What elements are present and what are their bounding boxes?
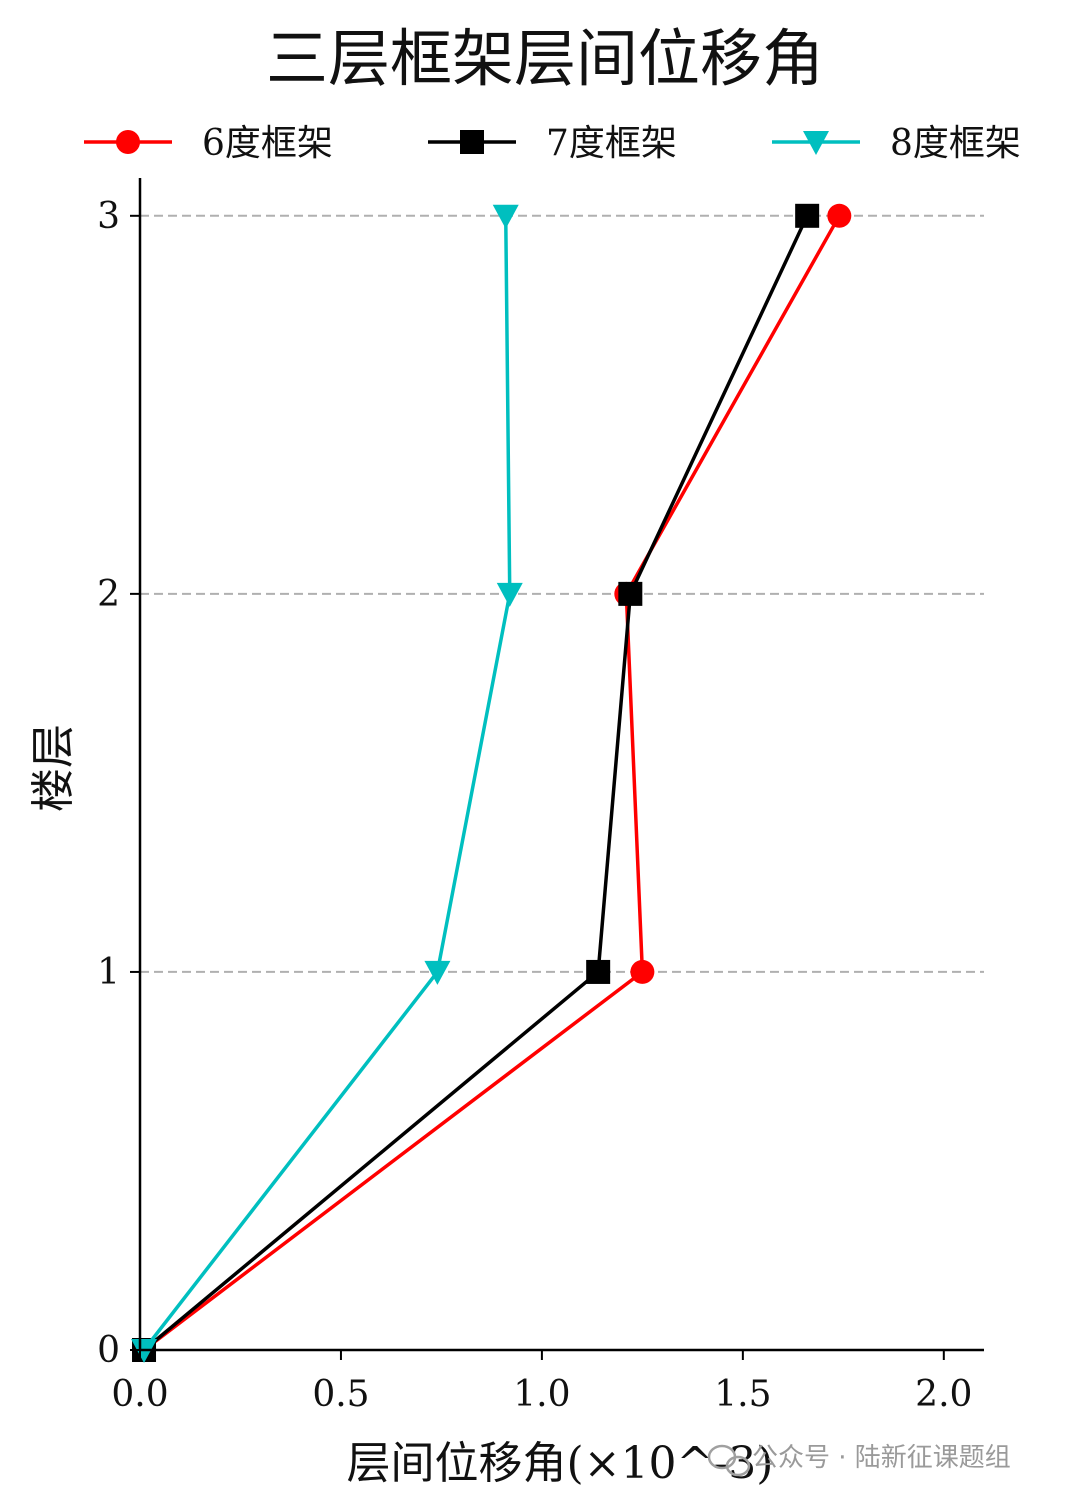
y-ticks: 0 1 2 3 xyxy=(97,196,140,1371)
x-tick-label: 2.0 xyxy=(915,1374,972,1415)
data-point-marker xyxy=(827,203,852,228)
grid-lines xyxy=(140,214,984,973)
y-tick-label: 0 xyxy=(97,1330,120,1371)
series-6-group xyxy=(132,203,852,1362)
data-point-marker xyxy=(586,959,611,984)
x-tick-label: 0.5 xyxy=(312,1374,369,1415)
x-ticks: 0.0 0.5 1.0 1.5 2.0 xyxy=(111,1350,972,1415)
watermark: 公众号 · 陆新征课题组 xyxy=(707,1443,1011,1477)
data-point-marker xyxy=(492,204,519,229)
x-tick-label: 0.0 xyxy=(111,1374,168,1415)
legend-label: 6度框架 xyxy=(202,123,333,164)
legend-item: 8度框架 xyxy=(772,123,1021,164)
series-8-group xyxy=(131,204,523,1363)
data-point-marker xyxy=(424,960,451,985)
y-tick-label: 3 xyxy=(97,196,120,237)
legend-marker xyxy=(803,131,829,155)
legend-item: 7度框架 xyxy=(428,123,677,164)
y-tick-label: 2 xyxy=(97,574,120,615)
series-line xyxy=(142,214,841,1352)
data-point-marker xyxy=(618,581,643,606)
x-axis-label: 层间位移角(×10^-3) xyxy=(347,1438,774,1489)
series-7-group xyxy=(132,203,820,1362)
legend-marker xyxy=(116,130,140,154)
y-tick-label: 1 xyxy=(97,952,120,993)
legend: 6度框架 7度框架 8度框架 xyxy=(84,123,1021,164)
series-layer xyxy=(131,203,852,1363)
x-tick-label: 1.5 xyxy=(714,1374,771,1415)
legend-item: 6度框架 xyxy=(84,123,333,164)
legend-marker xyxy=(460,130,484,154)
series-line xyxy=(142,215,809,1352)
x-tick-label: 1.0 xyxy=(513,1374,570,1415)
axes xyxy=(138,178,984,1352)
wechat-icon xyxy=(707,1444,751,1477)
y-axis-label: 楼层 xyxy=(28,724,79,812)
chart-title: 三层框架层间位移角 xyxy=(266,22,824,95)
watermark-text: 公众号 · 陆新征课题组 xyxy=(752,1443,1011,1473)
data-point-marker xyxy=(795,203,820,228)
series-line xyxy=(142,215,512,1352)
legend-label: 8度框架 xyxy=(890,123,1021,164)
data-point-marker xyxy=(630,959,655,984)
data-point-marker xyxy=(496,582,523,607)
legend-label: 7度框架 xyxy=(546,123,677,164)
